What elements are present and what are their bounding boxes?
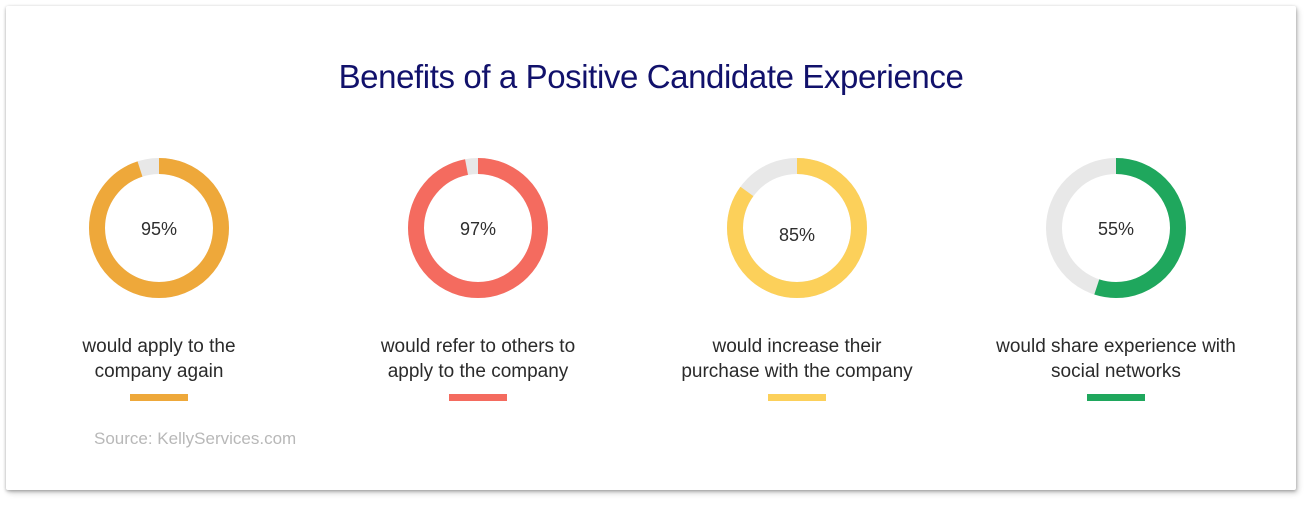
donut-chart: 97% (408, 158, 548, 298)
percent-label: 95% (140, 219, 178, 239)
stat-description: would refer to others to apply to the co… (328, 334, 628, 384)
percent-label: 85% (778, 225, 816, 245)
donut-chart: 85% (727, 158, 867, 298)
donut-chart: 55% (1046, 158, 1186, 298)
donut-arc (408, 158, 548, 298)
color-bar (130, 394, 188, 401)
description-line-2: apply to the company (387, 361, 569, 382)
donut-arc (89, 158, 229, 298)
stat-description: would increase their purchase with the c… (647, 334, 947, 384)
donut-svg (727, 158, 867, 298)
stat-increase-purchase: 85% would increase their purchase with t… (647, 158, 947, 408)
description-line-1: would refer to others to (380, 336, 576, 357)
percent-label: 97% (459, 219, 497, 239)
description-line-2: purchase with the company (681, 361, 913, 382)
source-note: Source: KellyServices.com (94, 429, 297, 448)
description-line-1: would share experience with (996, 336, 1236, 357)
description-line-2: company again (94, 361, 224, 382)
chart-title: Benefits of a Positive Candidate Experie… (338, 58, 964, 95)
color-bar (1087, 394, 1145, 401)
donut-arc (1046, 158, 1186, 298)
donut-arc (727, 158, 867, 298)
stat-description: would apply to the company again (9, 334, 309, 384)
stat-share-social: 55% would share experience with social n… (966, 158, 1266, 408)
donut-chart: 95% (89, 158, 229, 298)
color-bar (449, 394, 507, 401)
color-bar (768, 394, 826, 401)
stat-apply-again: 95% would apply to the company again (9, 158, 309, 408)
stat-refer-others: 97% would refer to others to apply to th… (328, 158, 628, 408)
description-line-2: social networks (1051, 361, 1181, 382)
donut-svg (408, 158, 548, 298)
percent-label: 55% (1097, 219, 1135, 239)
donut-svg (89, 158, 229, 298)
stat-description: would share experience with social netwo… (966, 334, 1266, 384)
description-line-1: would apply to the (82, 336, 236, 357)
donut-svg (1046, 158, 1186, 298)
description-line-1: would increase their (712, 336, 882, 357)
